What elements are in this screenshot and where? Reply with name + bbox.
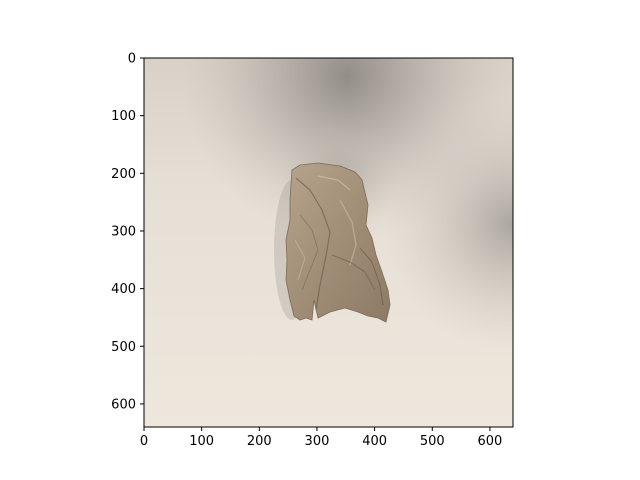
y-tick-label: 300 (111, 224, 136, 239)
tissue-object (285, 162, 391, 323)
x-axis: 0 100 200 300 400 500 600 (140, 427, 502, 449)
y-axis: 0 100 200 300 400 500 600 (111, 52, 144, 412)
x-tick-label: 500 (420, 434, 445, 449)
x-tick-label: 600 (478, 434, 503, 449)
x-tick-label: 400 (362, 434, 387, 449)
y-tick-label: 200 (111, 167, 136, 182)
y-tick-label: 0 (128, 52, 136, 67)
y-tick-label: 400 (111, 282, 136, 297)
y-tick-label: 500 (111, 340, 136, 355)
y-tick-label: 600 (111, 397, 136, 412)
y-tick-label: 100 (111, 109, 136, 124)
x-tick-label: 300 (305, 434, 330, 449)
x-tick-label: 200 (247, 434, 272, 449)
photo (144, 58, 513, 427)
x-tick-label: 0 (140, 434, 148, 449)
axes-frame (143, 57, 514, 428)
x-tick-label: 100 (189, 434, 214, 449)
